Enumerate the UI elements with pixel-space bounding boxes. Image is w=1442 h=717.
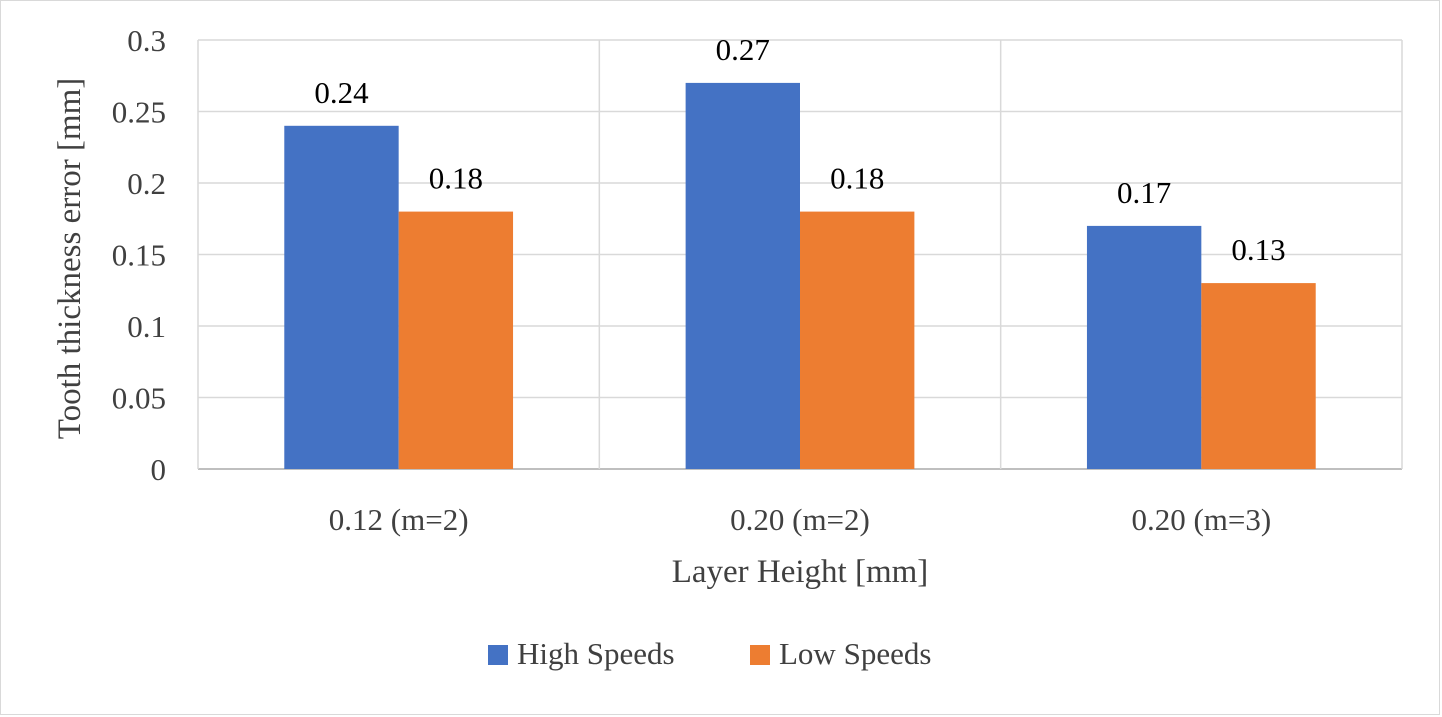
- y-tick-label: 0.3: [127, 23, 166, 58]
- legend-label: High Speeds: [517, 636, 675, 671]
- y-tick-label: 0.1: [127, 309, 166, 344]
- data-label: 0.27: [716, 32, 770, 67]
- x-category-label: 0.20 (m=2): [730, 502, 870, 537]
- y-tick-labels: 0 0.05 0.1 0.15 0.2 0.25 0.3: [112, 23, 166, 487]
- x-category-labels: 0.12 (m=2) 0.20 (m=2) 0.20 (m=3): [329, 502, 1271, 537]
- data-label: 0.24: [314, 75, 369, 110]
- bar-high-speeds: [685, 82, 800, 470]
- legend: High Speeds Low Speeds: [488, 636, 931, 671]
- bar-low-speeds: [398, 211, 514, 469]
- y-tick-label: 0.2: [127, 166, 166, 201]
- data-label: 0.18: [830, 161, 884, 196]
- y-tick-label: 0: [151, 452, 167, 487]
- x-axis-title: Layer Height [mm]: [672, 554, 929, 590]
- legend-label: Low Speeds: [779, 636, 931, 671]
- y-axis-title: Tooth thickness error [mm]: [52, 78, 88, 440]
- x-category-label: 0.20 (m=3): [1131, 502, 1271, 537]
- data-label: 0.18: [429, 161, 483, 196]
- y-tick-label: 0.15: [112, 238, 166, 273]
- bar-high-speeds: [284, 125, 399, 470]
- bar-high-speeds: [1086, 225, 1202, 469]
- legend-swatch-low-speeds: [750, 645, 770, 665]
- y-tick-label: 0.05: [112, 381, 166, 416]
- legend-swatch-high-speeds: [488, 645, 508, 665]
- bar-low-speeds: [800, 211, 915, 469]
- data-label: 0.13: [1231, 232, 1285, 267]
- y-tick-label: 0.25: [112, 95, 166, 130]
- bar-low-speeds: [1201, 283, 1316, 469]
- x-category-label: 0.12 (m=2): [329, 502, 469, 537]
- data-labels: 0.24 0.18 0.27 0.18 0.17 0.13: [314, 32, 1285, 267]
- bars: [284, 82, 1316, 470]
- data-label: 0.17: [1117, 175, 1171, 210]
